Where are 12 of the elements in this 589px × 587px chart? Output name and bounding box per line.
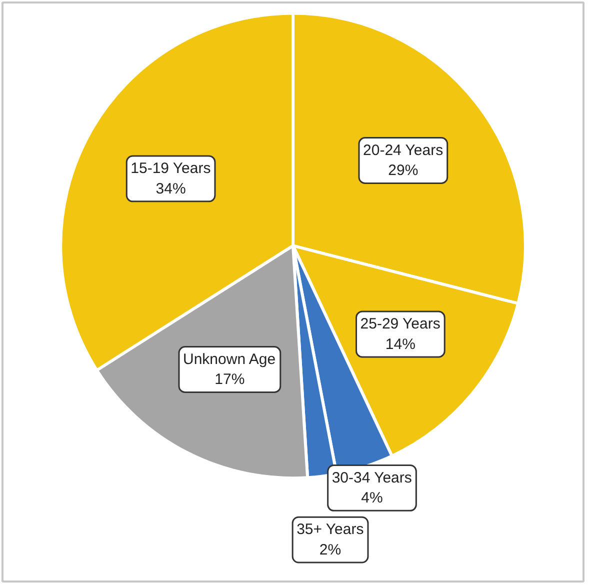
slice-label: Unknown Age [183, 350, 276, 368]
data-label: 14% [385, 336, 416, 353]
slice-label: 20-24 Years [363, 142, 444, 159]
slice-label: 35+ Years [296, 521, 364, 538]
data-label: 29% [388, 162, 418, 180]
slice-label: 25-29 Years [360, 316, 440, 333]
slice-label: 30-34 Years [332, 469, 412, 486]
slice-label: 15-19 Years [130, 160, 211, 178]
data-label: 17% [214, 371, 245, 388]
data-label: 4% [361, 490, 383, 507]
data-label: 34% [156, 180, 186, 198]
data-label: 2% [319, 541, 342, 558]
